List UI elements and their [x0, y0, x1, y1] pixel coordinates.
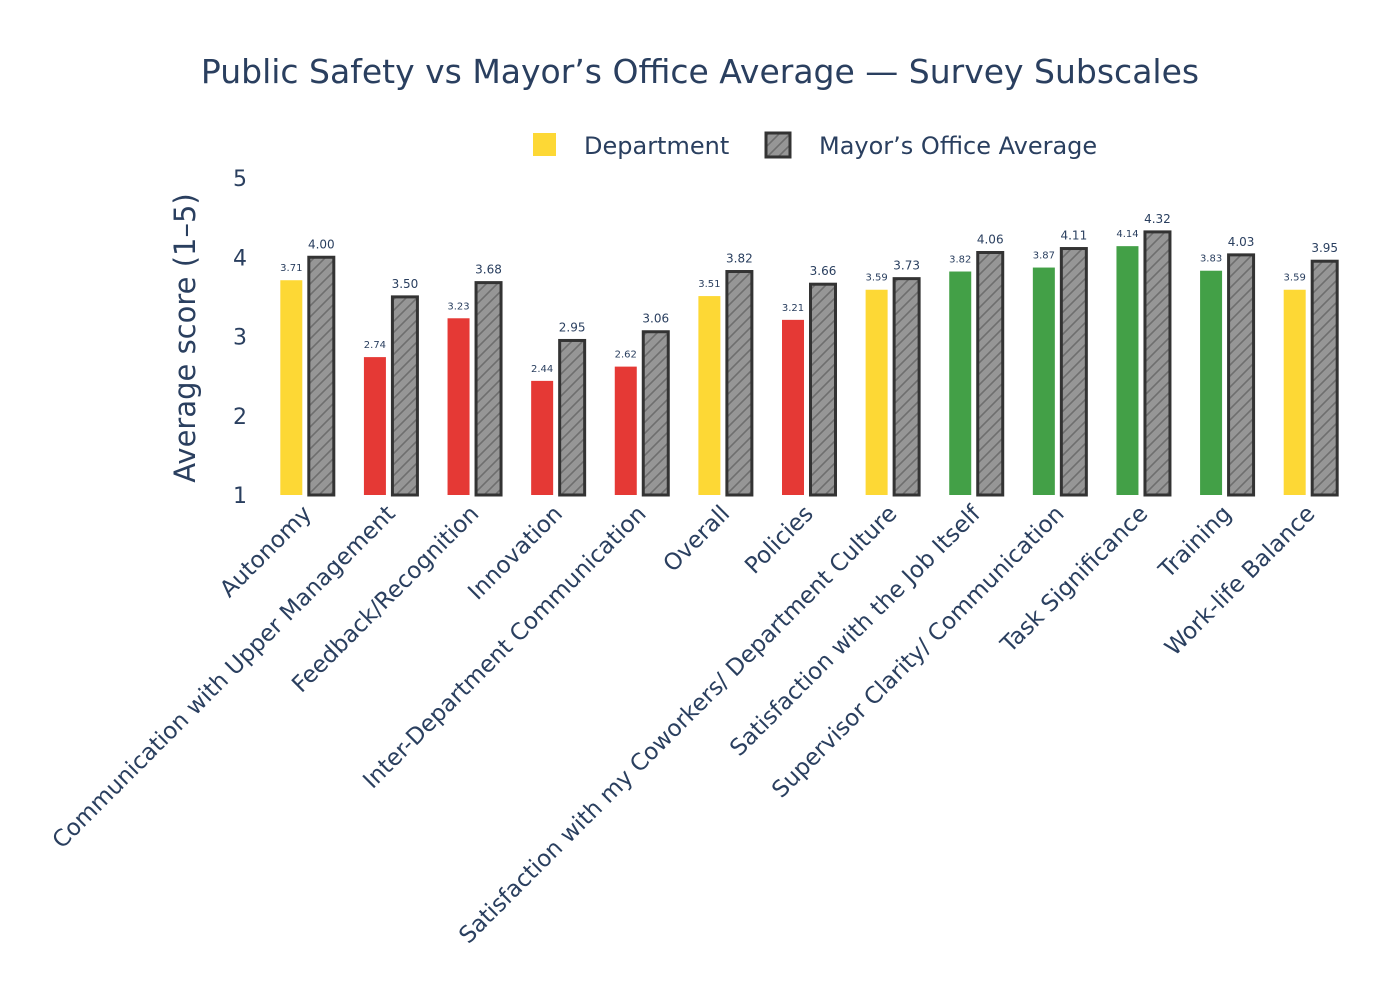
mayors-office-average-bar-autonomy [307, 255, 336, 497]
x-tick-label-policies: Policies [740, 501, 819, 580]
y-tick-label: 5 [233, 167, 247, 192]
mayors-office-average-value-label: 3.50 [392, 277, 419, 291]
mayors-office-average-bar-inter-department-communication [641, 330, 670, 497]
department-value-label: 3.59 [1284, 273, 1306, 284]
mayors-office-average-bar-overall [725, 270, 754, 497]
x-tick-label-communication-with-upper-management: Communication with Upper Management [48, 501, 401, 854]
department-bar-satisfaction-with-the-job-itself [949, 271, 972, 495]
department-value-label: 3.51 [698, 279, 720, 290]
y-tick-label: 4 [233, 246, 247, 271]
legend-swatch-department [533, 133, 556, 156]
department-bar-overall [698, 296, 721, 495]
mayors-office-average-value-label: 4.32 [1144, 212, 1171, 226]
mayors-office-average-value-label: 3.73 [893, 259, 920, 273]
legend-swatch-mayors-office-average [764, 131, 792, 159]
y-tick-label: 2 [233, 405, 247, 430]
mayors-office-average-value-label: 2.95 [559, 320, 586, 334]
mayors-office-average-value-label: 4.11 [1060, 229, 1087, 243]
department-bar-autonomy [280, 280, 303, 495]
department-value-label: 3.23 [447, 301, 469, 312]
department-value-label: 3.87 [1033, 251, 1055, 262]
department-value-label: 3.83 [1200, 254, 1222, 265]
mayors-office-average-bar-work-life-balance [1310, 259, 1339, 497]
department-bar-communication-with-upper-management [363, 357, 386, 495]
department-bar-innovation [531, 380, 554, 495]
department-bar-work-life-balance [1283, 289, 1306, 495]
mayors-office-average-bar-training [1227, 253, 1256, 497]
mayors-office-average-value-label: 3.95 [1311, 241, 1338, 255]
mayors-office-average-value-label: 4.03 [1228, 235, 1255, 249]
department-value-label: 3.59 [865, 273, 887, 284]
y-axis-ticks: 1 2 3 4 5 [233, 167, 247, 509]
legend-label-department: Department [584, 132, 729, 160]
x-tick-label-task-significance: Task Significance [995, 501, 1153, 659]
legend-label-mayors-office-average: Mayor’s Office Average [819, 132, 1097, 160]
department-bar-inter-department-communication [614, 366, 637, 495]
mayors-office-average-value-label: 3.06 [642, 312, 669, 326]
mayors-office-average-bar-satisfaction-with-the-job-itself [976, 250, 1005, 497]
department-value-label: 2.74 [364, 340, 386, 351]
department-value-label: 2.62 [615, 350, 637, 361]
y-tick-label: 3 [233, 326, 247, 351]
mayors-office-average-bar-supervisor-clarity-communication [1059, 247, 1088, 497]
x-tick-label-training: Training [1154, 501, 1237, 584]
mayors-office-average-bar-communication-with-upper-management [390, 295, 419, 497]
mayors-office-average-value-label: 3.82 [726, 252, 753, 266]
y-tick-label: 1 [233, 484, 247, 509]
department-bar-task-significance [1116, 246, 1139, 495]
x-tick-label-supervisor-clarity-communication: Supervisor Clarity/ Communication [767, 501, 1069, 803]
bars [280, 230, 1339, 497]
department-bar-satisfaction-with-my-coworkers-department-culture [865, 289, 888, 495]
mayors-office-average-bar-task-significance [1143, 230, 1172, 497]
department-bar-training [1200, 270, 1223, 495]
chart-title: Public Safety vs Mayor’s Office Average … [201, 52, 1199, 91]
department-bar-feedback-recognition [447, 318, 470, 495]
department-value-label: 3.82 [949, 255, 971, 266]
mayors-office-average-bar-satisfaction-with-my-coworkers-department-culture [892, 277, 921, 497]
x-tick-label-work-life-balance: Work-life Balance [1160, 501, 1320, 661]
bar-value-labels: 3.71 4.00 2.74 3.50 3.23 3.68 2.44 2.95 2.62 3.06… [280, 212, 1338, 375]
department-bar-policies [782, 319, 804, 495]
x-tick-label-overall: Overall [659, 501, 736, 578]
legend: Department Mayor’s Office Average [533, 131, 1097, 160]
department-value-label: 3.21 [782, 303, 804, 314]
department-bar-supervisor-clarity-communication [1032, 267, 1055, 495]
mayors-office-average-value-label: 3.68 [475, 263, 502, 277]
mayors-office-average-value-label: 3.66 [810, 264, 837, 278]
department-value-label: 3.71 [280, 263, 302, 274]
mayors-office-average-value-label: 4.00 [308, 237, 335, 251]
mayors-office-average-value-label: 4.06 [977, 232, 1004, 246]
department-value-label: 2.44 [531, 364, 553, 375]
mayors-office-average-bar-innovation [558, 338, 587, 497]
department-value-label: 4.14 [1116, 229, 1138, 240]
y-axis-label: Average score (1–5) [168, 193, 202, 482]
mayors-office-average-bar-policies [809, 282, 837, 497]
mayors-office-average-bar-feedback-recognition [474, 281, 503, 497]
